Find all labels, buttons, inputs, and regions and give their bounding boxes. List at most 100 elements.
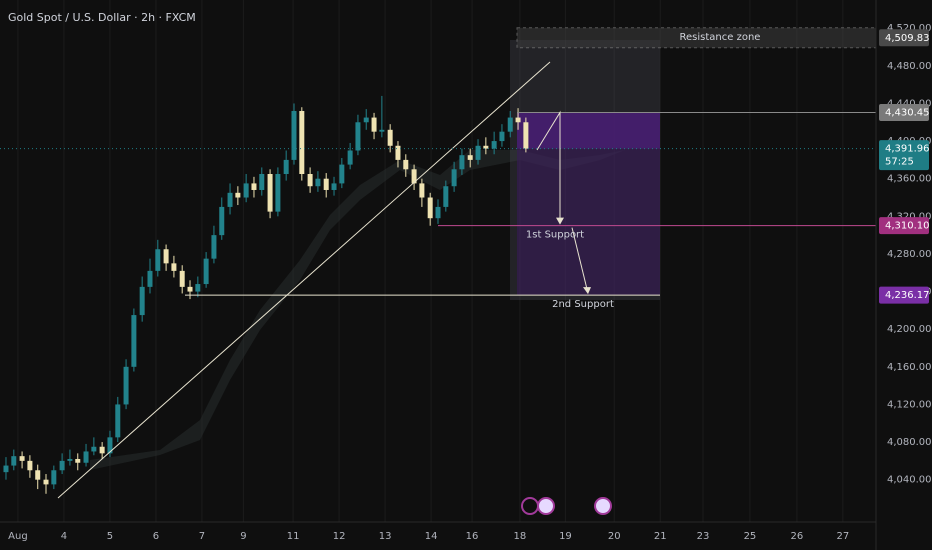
x-tick-label: 20 [608, 531, 621, 542]
candle-body [411, 169, 417, 184]
candle-body [19, 456, 25, 461]
x-axis-area [0, 522, 876, 550]
price-label-bg [879, 140, 929, 171]
candle-body [291, 110, 297, 160]
event-icon [594, 497, 612, 515]
candle-body [259, 174, 265, 190]
candle-body [243, 183, 249, 198]
candle-body [403, 159, 409, 170]
candle-body [323, 178, 329, 190]
x-tick-label: 6 [153, 531, 159, 542]
candle-body [483, 145, 489, 149]
y-tick-label: 4,520.00 [887, 23, 932, 34]
stop-zone [517, 112, 660, 149]
candle-body [499, 131, 505, 142]
candle-body [379, 129, 385, 132]
candle-body [155, 249, 161, 271]
candle-body [307, 174, 313, 187]
price-label-bg [879, 286, 929, 304]
trend-line [57, 61, 551, 499]
candle-body [347, 150, 353, 165]
candle-body [67, 458, 73, 461]
candle-body [131, 315, 137, 367]
candles [3, 95, 529, 494]
candle-body [515, 117, 521, 123]
candle-body [299, 110, 305, 174]
candle-body [371, 117, 377, 132]
candle-body [467, 155, 473, 160]
candle-body [115, 404, 121, 438]
candle-body [235, 192, 241, 198]
y-tick-label: 4,040.00 [887, 475, 932, 486]
candle-body [107, 437, 113, 454]
x-tick-label: 14 [425, 531, 438, 542]
candle-body [227, 192, 233, 207]
price-label: 4,430.45 [885, 107, 930, 118]
candle-body [339, 164, 345, 184]
x-tick-label: 16 [466, 531, 479, 542]
x-tick-label: 5 [107, 531, 113, 542]
candle-body [275, 174, 281, 212]
annotation: 1st Support [526, 230, 584, 241]
x-tick-label: 4 [61, 531, 67, 542]
price-label: 4,236.17 [885, 290, 930, 301]
price-label-bg [879, 217, 929, 235]
candle-body [203, 258, 209, 285]
candle-body [283, 159, 289, 174]
candle-body [211, 235, 217, 259]
candle-body [147, 270, 153, 287]
candle-body [51, 470, 57, 485]
candle-body [355, 122, 361, 151]
price-label: 4,509.83 [885, 33, 930, 44]
candle-body [43, 479, 49, 485]
x-tick-label: 12 [333, 531, 346, 542]
candle-body [267, 174, 273, 212]
chart-title: Gold Spot / U.S. Dollar · 2h · FXCM [8, 11, 196, 24]
x-tick-label: 19 [559, 531, 572, 542]
candle-body [459, 155, 465, 170]
price-label-bg [879, 29, 929, 47]
x-tick-label: 11 [287, 531, 300, 542]
candle-body [35, 470, 41, 480]
candle-body [75, 458, 81, 463]
candle-body [419, 183, 425, 198]
candle-body [27, 460, 33, 471]
y-tick-label: 4,120.00 [887, 399, 932, 410]
candle-body [123, 366, 129, 405]
arrow-head [556, 217, 564, 225]
x-tick-label: 13 [379, 531, 392, 542]
x-tick-label: 23 [697, 531, 710, 542]
candle-body [427, 197, 433, 219]
x-tick-label: 7 [199, 531, 205, 542]
price-label-bg [879, 103, 929, 121]
y-tick-label: 4,160.00 [887, 362, 932, 373]
x-tick-label: 18 [514, 531, 527, 542]
event-icons [521, 497, 612, 515]
arrow [536, 110, 561, 220]
x-tick-label: Aug [8, 531, 28, 542]
y-tick-label: 4,080.00 [887, 437, 932, 448]
candle-body [91, 446, 97, 452]
price-label: 4,391.96 [885, 144, 930, 155]
candle-body [83, 451, 89, 463]
x-tick-label: 9 [240, 531, 246, 542]
candle-body [475, 145, 481, 160]
arrow [571, 227, 588, 290]
arrow-head [583, 287, 591, 295]
candle-body [443, 186, 449, 207]
candle-body [179, 270, 185, 287]
y-axis-area [876, 0, 932, 550]
candle-body [315, 178, 321, 187]
price-label: 4,310.10 [885, 221, 930, 232]
candle-body [387, 129, 393, 146]
candle-body [451, 169, 457, 187]
candle-body [491, 141, 497, 149]
candle-body [507, 117, 513, 132]
y-tick-label: 4,360.00 [887, 174, 932, 185]
candle-body [331, 183, 337, 190]
candle-body [195, 284, 201, 292]
candle-body [171, 263, 177, 271]
y-tick-label: 4,200.00 [887, 324, 932, 335]
